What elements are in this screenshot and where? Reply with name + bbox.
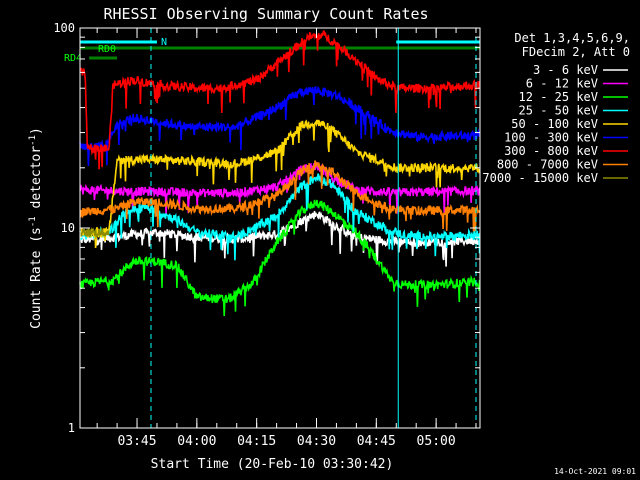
series-line-3 — [79, 173, 481, 261]
footer-date: 14-Oct-2021 09:01 — [554, 467, 636, 476]
flag-label-1: RD0 — [98, 44, 116, 55]
y-tick-label-2: 100 — [53, 21, 75, 35]
series-line-2 — [79, 199, 481, 317]
series-line-4 — [79, 119, 481, 249]
legend-label-3: 25 - 50 keV — [519, 104, 598, 118]
legend-label-1: 6 - 12 keV — [526, 77, 598, 91]
flag-label-2: RD4 — [64, 53, 82, 64]
y-axis-label-end: ) — [29, 127, 44, 135]
x-tick-label-2: 04:15 — [237, 434, 276, 449]
series-line-1 — [79, 161, 481, 215]
x-tick-label-5: 05:00 — [417, 434, 456, 449]
legend-label-5: 100 - 300 keV — [504, 131, 598, 145]
legend-label-7: 800 - 7000 keV — [497, 158, 598, 172]
series-line-8 — [79, 227, 110, 240]
y-axis-label-sup1: -1 — [28, 216, 38, 227]
x-tick-label-3: 04:30 — [297, 434, 336, 449]
legend-label-0: 3 - 6 keV — [533, 63, 598, 77]
x-tick-label-1: 04:00 — [177, 434, 216, 449]
legend-label-2: 12 - 25 keV — [519, 90, 598, 104]
status-flags: N RD0 RD4 — [64, 37, 480, 64]
legend-label-8: 7000 - 15000 keV — [482, 171, 598, 185]
series-group — [79, 30, 481, 317]
series-line-5 — [79, 85, 481, 167]
y-tick-label-0: 1 — [68, 421, 75, 435]
y-axis-label-main: Count Rate (s — [29, 227, 44, 329]
legend: Det 1,3,4,5,6,9, FDecim 2, Att 0 3 - 6 k… — [482, 31, 630, 185]
legend-header-line2: FDecim 2, Att 0 — [522, 45, 630, 59]
x-tick-label-4: 04:45 — [357, 434, 396, 449]
series-line-7 — [79, 160, 481, 232]
series-line-0 — [79, 210, 481, 267]
y-axis-label: Count Rate (s-1 detector-1) — [28, 127, 44, 329]
y-tick-label-1: 10 — [61, 221, 75, 235]
x-tick-label-0: 03:45 — [117, 434, 156, 449]
x-axis: 03:45 04:00 04:15 04:30 04:45 05:00 — [96, 28, 477, 449]
y-axis-label-tail: detector — [29, 146, 44, 217]
series-line-6 — [79, 30, 481, 170]
x-axis-label: Start Time (20-Feb-10 03:30:42) — [151, 457, 394, 472]
y-axis-label-sup2: -1 — [28, 135, 38, 146]
legend-label-6: 300 - 800 keV — [504, 144, 598, 158]
y-axis: 1 10 100 — [53, 21, 480, 435]
legend-label-4: 50 - 100 keV — [511, 117, 598, 131]
chart-title: RHESSI Observing Summary Count Rates — [103, 5, 428, 23]
flag-label-0: N — [161, 37, 167, 48]
legend-header-line1: Det 1,3,4,5,6,9, — [514, 31, 630, 45]
